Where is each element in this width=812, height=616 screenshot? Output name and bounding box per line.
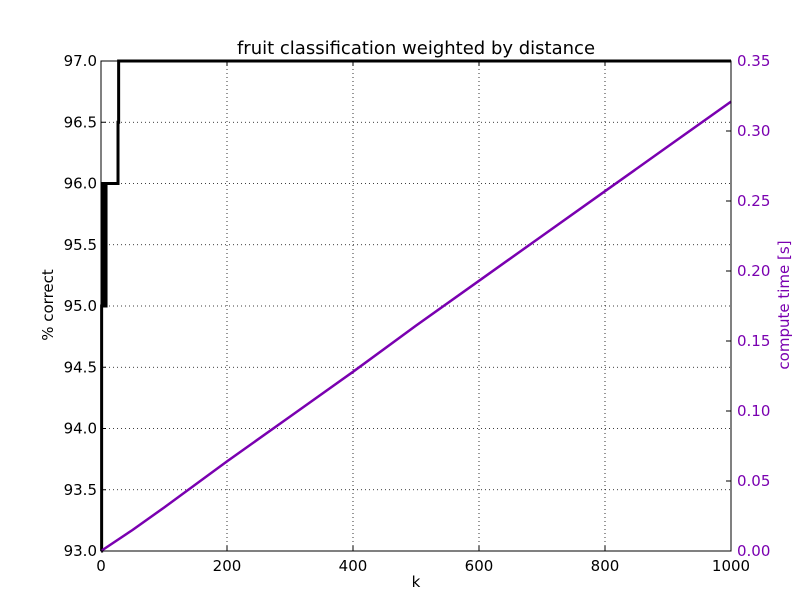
x-tick-label: 0 — [96, 557, 106, 575]
y-right-tick-label: 0.15 — [737, 332, 770, 350]
y-left-tick-label: 96.5 — [64, 113, 97, 131]
y-left-tick-label: 95.5 — [64, 236, 97, 254]
y-right-tick-label: 0.30 — [737, 122, 770, 140]
y-axis-left-label: % correct — [39, 269, 57, 341]
x-tick-label: 200 — [213, 557, 242, 575]
y-left-tick-label: 93.5 — [64, 481, 97, 499]
x-tick-label: 1000 — [712, 557, 750, 575]
y-left-tick-label: 97.0 — [64, 52, 97, 70]
y-right-tick-label: 0.35 — [737, 52, 770, 70]
chart-title: fruit classification weighted by distanc… — [237, 38, 595, 59]
x-axis-label: k — [412, 573, 421, 591]
y-right-tick-label: 0.20 — [737, 262, 770, 280]
y-left-tick-label: 96.0 — [64, 175, 97, 193]
y-right-tick-label: 0.00 — [737, 542, 770, 560]
y-left-tick-label: 94.0 — [64, 420, 97, 438]
y-right-tick-label: 0.10 — [737, 402, 770, 420]
y-left-tick-label: 94.5 — [64, 358, 97, 376]
y-axis-right-label: compute time [s] — [775, 240, 793, 369]
grid-lines — [101, 61, 731, 551]
ticks: 0 200 400 600 800 1000 93.0 93.5 94.0 94.5 95.0 95.… — [64, 52, 771, 575]
x-tick-label: 600 — [465, 557, 494, 575]
y-left-tick-label: 95.0 — [64, 297, 97, 315]
y-right-tick-label: 0.05 — [737, 472, 770, 490]
x-tick-label: 400 — [339, 557, 368, 575]
y-left-tick-label: 93.0 — [64, 542, 97, 560]
x-tick-label: 800 — [591, 557, 620, 575]
y-right-tick-label: 0.25 — [737, 192, 770, 210]
compute-time-line — [100, 100, 732, 553]
